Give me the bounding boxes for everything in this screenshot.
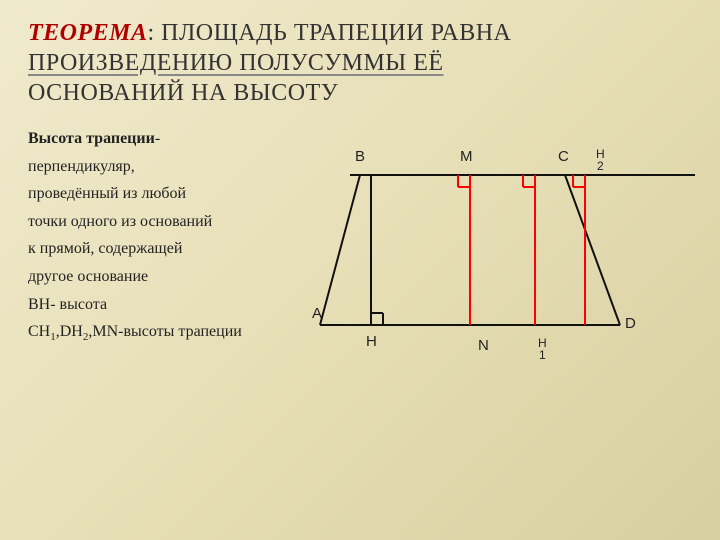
def-line-3: проведённый из любой [28, 183, 298, 205]
title-line-3: ОСНОВАНИЙ НА ВЫСОТУ [28, 78, 692, 108]
label-H: H [366, 333, 377, 350]
title-block: ТЕОРЕМА: ПЛОЩАДЬ ТРАПЕЦИИ РАВНА ПРОИЗВЕД… [28, 18, 692, 108]
def-line-6: другое основание [28, 266, 298, 288]
label-N: N [478, 337, 489, 354]
label-C: C [558, 148, 569, 165]
diagram-svg [300, 130, 700, 410]
definition-text: Высота трапеции- перпендикуляр, проведён… [28, 128, 298, 351]
title-line-1: ТЕОРЕМА: ПЛОЩАДЬ ТРАПЕЦИИ РАВНА [28, 18, 692, 48]
def-line-8: CH1,DH2,MN-высоты трапеции [28, 321, 298, 345]
label-H1: H1 [538, 337, 547, 361]
def-line-5: к прямой, содержащей [28, 238, 298, 260]
title-prefix: ТЕОРЕМА [28, 20, 148, 46]
label-B: B [355, 148, 365, 165]
title-rest-1: : ПЛОЩАДЬ ТРАПЕЦИИ РАВНА [148, 20, 512, 46]
trapezoid-diagram: B M C H2 A D H N H1 [300, 130, 700, 410]
def-line-2: перпендикуляр, [28, 156, 298, 178]
slide: ТЕОРЕМА: ПЛОЩАДЬ ТРАПЕЦИИ РАВНА ПРОИЗВЕД… [0, 0, 720, 540]
def-line-4: точки одного из оснований [28, 211, 298, 233]
label-M: M [460, 148, 473, 165]
label-H2: H2 [596, 148, 605, 172]
label-D: D [625, 315, 636, 332]
def-line-7: BH- высота [28, 294, 298, 316]
label-A: A [312, 305, 322, 322]
def-line-1: Высота трапеции- [28, 128, 298, 150]
title-line-2: ПРОИЗВЕДЕНИЮ ПОЛУСУММЫ ЕЁ [28, 48, 692, 78]
